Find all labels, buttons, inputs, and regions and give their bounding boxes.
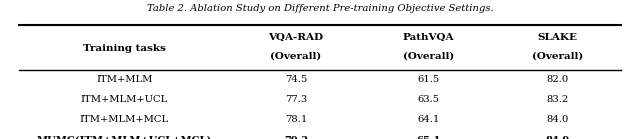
- Text: ITM+MLM: ITM+MLM: [96, 75, 153, 84]
- Text: (Overall): (Overall): [270, 51, 321, 60]
- Text: MUMC(ITM+MLM+UCL+MCL): MUMC(ITM+MLM+UCL+MCL): [36, 136, 212, 139]
- Text: Training tasks: Training tasks: [83, 44, 166, 53]
- Text: VQA-RAD: VQA-RAD: [268, 33, 323, 42]
- Text: ITM+MLM+MCL: ITM+MLM+MCL: [80, 115, 169, 124]
- Text: 63.5: 63.5: [417, 95, 439, 104]
- Text: 78.1: 78.1: [285, 115, 307, 124]
- Text: Table 2. Ablation Study on Different Pre-training Objective Settings.: Table 2. Ablation Study on Different Pre…: [147, 4, 493, 13]
- Text: 82.0: 82.0: [547, 75, 569, 84]
- Text: 65.1: 65.1: [416, 136, 440, 139]
- Text: (Overall): (Overall): [403, 51, 454, 60]
- Text: 64.1: 64.1: [417, 115, 440, 124]
- Text: 79.2: 79.2: [284, 136, 308, 139]
- Text: 74.5: 74.5: [285, 75, 307, 84]
- Text: 77.3: 77.3: [285, 95, 307, 104]
- Text: PathVQA: PathVQA: [403, 33, 454, 42]
- Text: 84.0: 84.0: [547, 115, 569, 124]
- Text: (Overall): (Overall): [532, 51, 583, 60]
- Text: 61.5: 61.5: [417, 75, 440, 84]
- Text: 83.2: 83.2: [547, 95, 569, 104]
- Text: SLAKE: SLAKE: [538, 33, 578, 42]
- Text: ITM+MLM+UCL: ITM+MLM+UCL: [81, 95, 168, 104]
- Text: 84.9: 84.9: [545, 136, 570, 139]
